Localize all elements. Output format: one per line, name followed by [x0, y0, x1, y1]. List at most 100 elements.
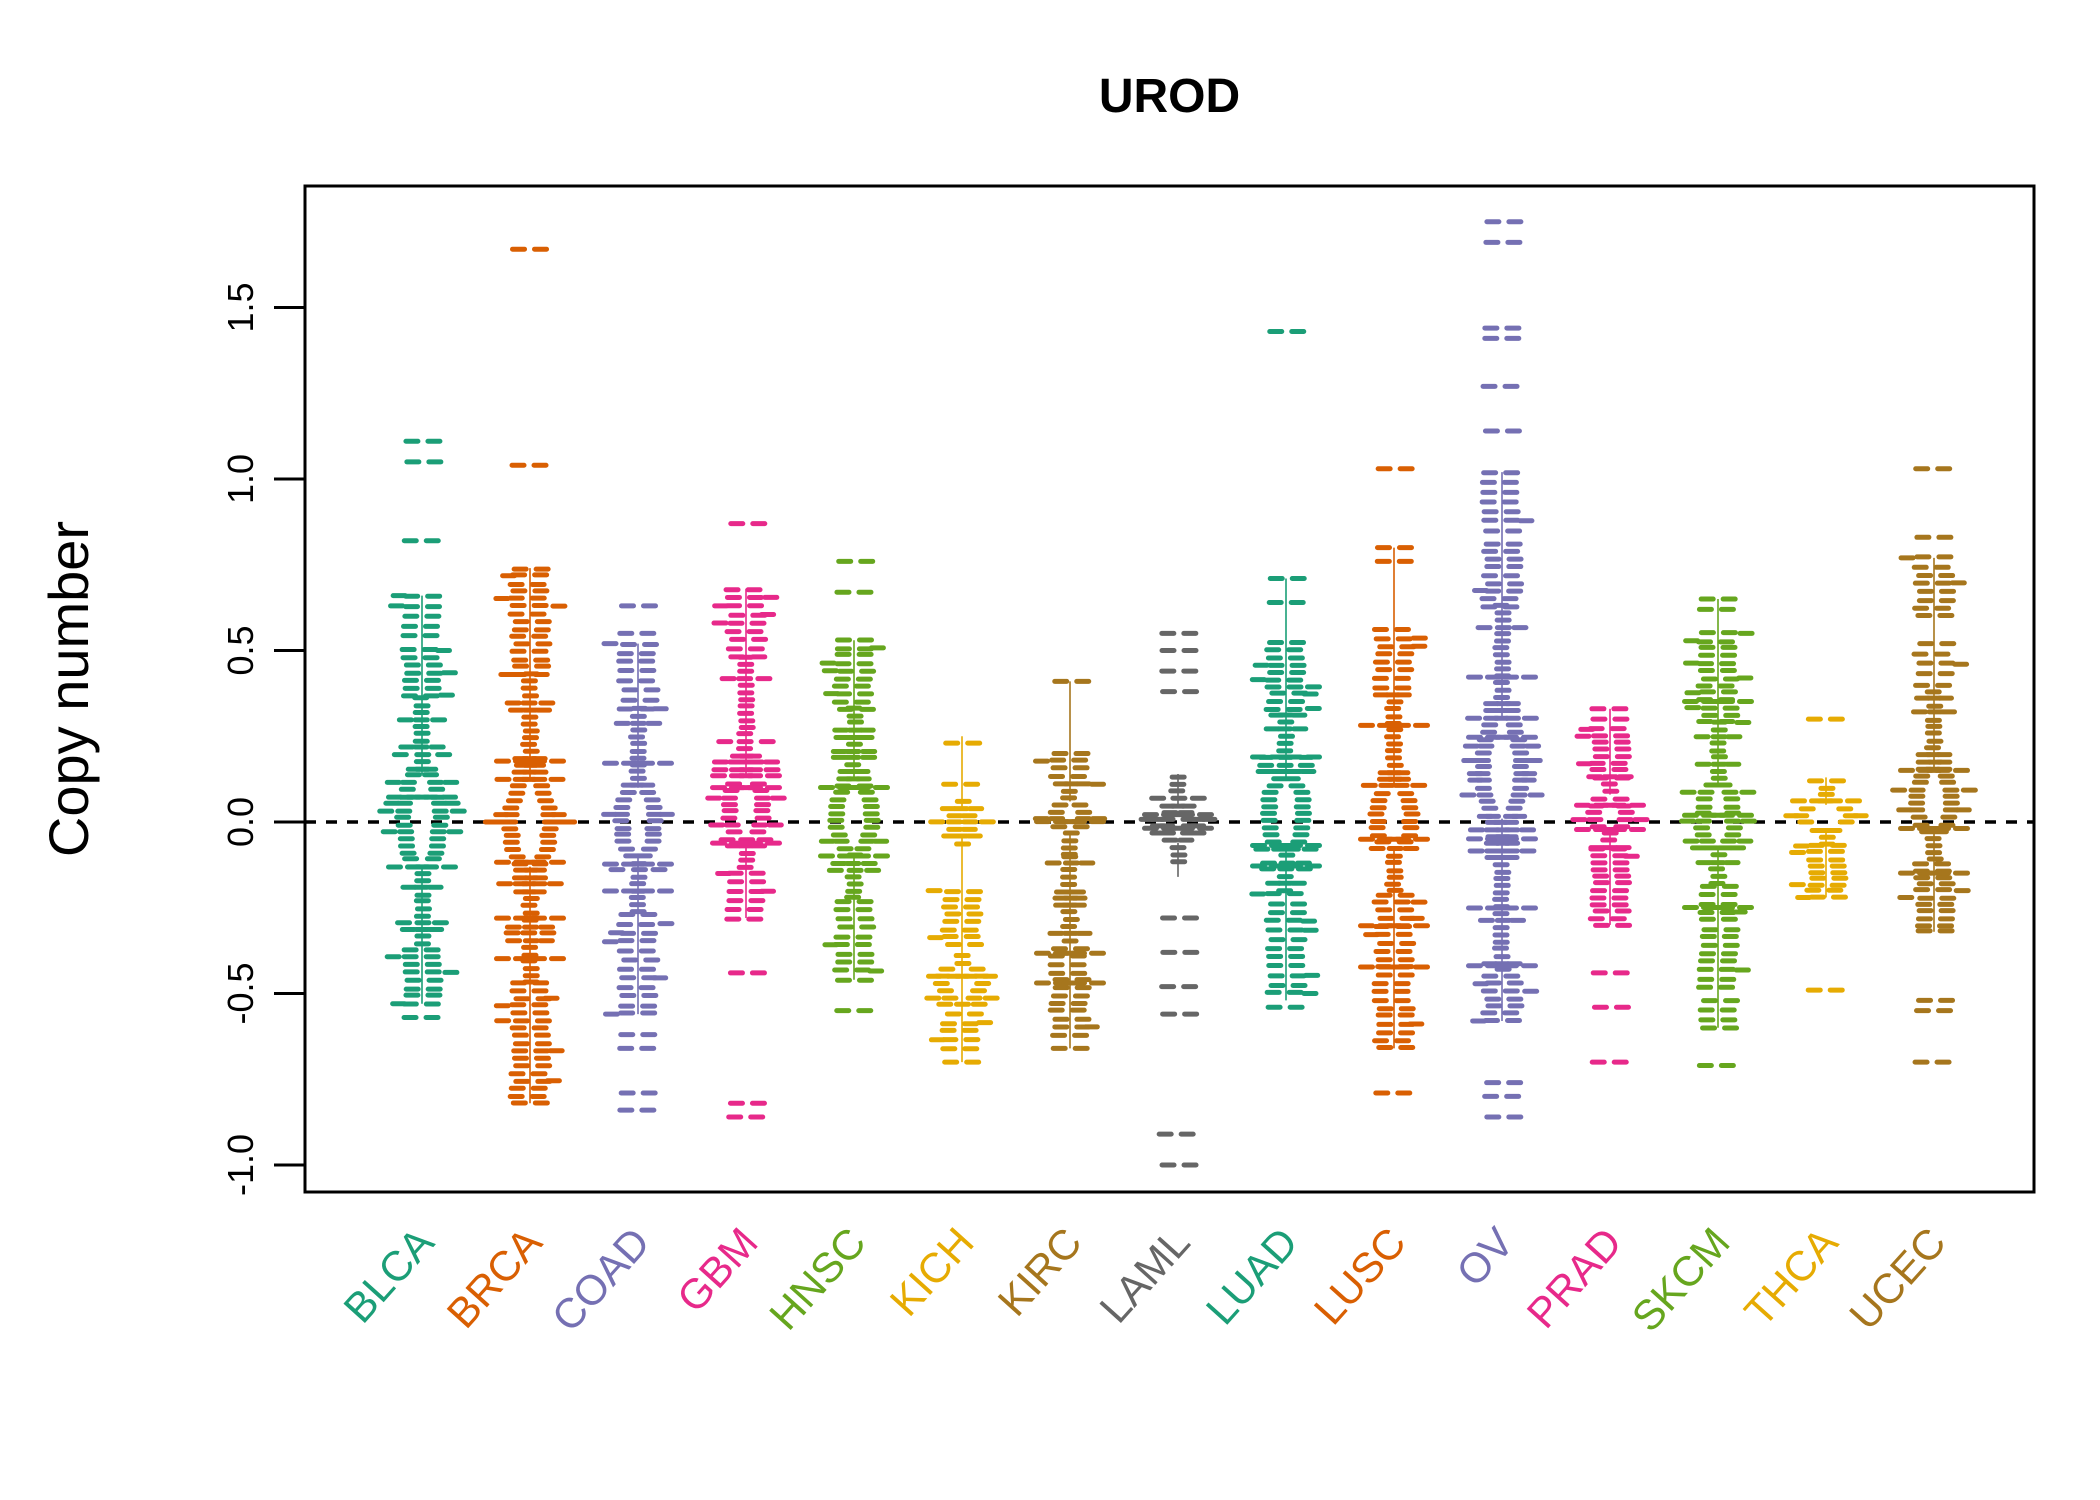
data-dash	[1060, 788, 1078, 794]
data-dash	[1480, 604, 1498, 610]
data-dash	[1376, 1030, 1394, 1036]
data-dash	[766, 822, 784, 828]
data-dash	[1503, 840, 1521, 846]
data-dash	[1939, 641, 1957, 647]
data-dash	[1378, 782, 1396, 788]
data-dash	[1718, 984, 1736, 990]
data-dash	[1266, 783, 1284, 789]
data-dash	[737, 668, 755, 674]
data-dash	[1386, 868, 1404, 874]
data-dash	[939, 806, 957, 812]
data-dash	[619, 790, 637, 796]
data-dash	[858, 727, 876, 733]
data-dash	[854, 776, 872, 782]
data-dash	[723, 822, 741, 828]
data-dash	[1936, 554, 1954, 560]
data-dash	[1181, 630, 1199, 636]
data-dash	[617, 630, 635, 636]
data-dash	[1717, 683, 1735, 689]
data-dash	[1060, 874, 1078, 880]
data-dash	[982, 995, 1000, 1001]
data-dash	[966, 1011, 984, 1017]
data-dash	[711, 620, 729, 626]
data-dash	[819, 660, 837, 666]
data-dash	[532, 672, 550, 678]
data-dash	[640, 912, 658, 918]
data-dash	[1589, 1059, 1607, 1065]
data-dash	[1249, 677, 1267, 683]
data-dash	[1505, 722, 1523, 728]
data-dash	[513, 641, 531, 647]
data-dash	[1494, 625, 1512, 631]
data-dash	[512, 1018, 530, 1024]
data-dash	[1062, 860, 1080, 866]
data-dash	[945, 819, 963, 825]
data-dash	[500, 573, 518, 579]
data-dash	[963, 781, 981, 787]
data-dash	[1393, 899, 1411, 905]
data-dash	[532, 1100, 550, 1106]
data-dash	[705, 795, 723, 801]
data-dash	[1721, 933, 1739, 939]
data-dash	[1360, 782, 1378, 788]
data-dash	[615, 797, 633, 803]
data-dash	[1898, 870, 1915, 876]
data-dash	[503, 930, 521, 936]
data-dash	[1733, 967, 1751, 973]
data-dash	[727, 879, 745, 885]
data-dash	[1510, 813, 1528, 819]
data-dash	[1268, 712, 1286, 718]
data-dash	[1264, 677, 1282, 683]
data-dash	[646, 818, 664, 824]
data-dash	[1260, 810, 1278, 816]
data-dash	[549, 812, 567, 818]
data-dash	[746, 907, 764, 913]
data-dash	[1477, 917, 1495, 923]
data-dash	[1287, 655, 1305, 661]
data-dash	[754, 802, 772, 808]
data-dash	[1033, 758, 1051, 764]
data-dash	[1724, 818, 1742, 824]
data-dash	[425, 662, 443, 668]
data-dash	[1082, 1024, 1100, 1030]
x-label-LUSC: LUSC	[1305, 1219, 1415, 1334]
data-dash	[440, 670, 458, 676]
data-dash	[1402, 846, 1420, 852]
data-dash	[630, 740, 648, 746]
data-dash	[1700, 705, 1718, 711]
data-dash	[1629, 827, 1646, 833]
data-dash	[1719, 661, 1737, 667]
data-dash	[402, 961, 420, 967]
data-dash	[1611, 766, 1629, 772]
data-dash	[1695, 683, 1713, 689]
data-dash	[857, 789, 875, 795]
data-dash	[1289, 575, 1307, 581]
data-dash	[493, 596, 511, 602]
data-dash	[1479, 479, 1497, 485]
data-dash	[1480, 1010, 1498, 1016]
data-dash	[1806, 857, 1824, 863]
data-dash	[1737, 699, 1754, 705]
data-dash	[1372, 685, 1390, 691]
data-dash	[1459, 792, 1477, 798]
data-dash	[1506, 564, 1524, 570]
data-dash	[826, 867, 844, 873]
data-dash	[511, 657, 529, 663]
data-dash	[401, 1015, 419, 1021]
data-dash	[738, 857, 756, 863]
data-dash	[511, 1032, 529, 1038]
data-dash	[1952, 661, 1970, 667]
data-dash	[1942, 800, 1960, 806]
data-dash	[1710, 727, 1728, 733]
data-dash	[1358, 923, 1375, 929]
data-dash	[505, 798, 523, 804]
data-dash	[1612, 888, 1630, 894]
data-dash	[737, 682, 755, 688]
data-dash	[1493, 734, 1511, 740]
data-dash	[1924, 745, 1942, 751]
data-dash	[1492, 945, 1510, 951]
data-dash	[1507, 581, 1525, 587]
data-dash	[1935, 887, 1953, 893]
x-label-THCA: THCA	[1735, 1219, 1846, 1335]
data-dash	[1061, 838, 1079, 844]
